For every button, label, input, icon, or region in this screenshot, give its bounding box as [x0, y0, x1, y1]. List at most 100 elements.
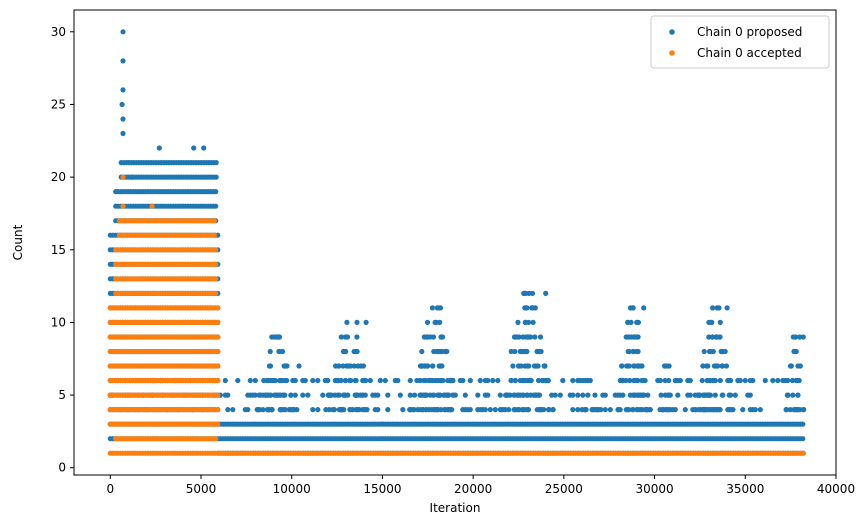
axes-frame: [73, 9, 837, 476]
series-0-point-2135: [508, 348, 514, 355]
series-0-point-1059: [737, 377, 743, 384]
series-0-point-1015: [377, 377, 383, 384]
series-0-point-2311: [710, 377, 716, 384]
series-0-point-1981: [438, 407, 444, 413]
series-0-point-2247: [626, 334, 632, 340]
series-0-point-1039: [570, 377, 576, 384]
series-0-point-940: [497, 392, 503, 398]
series-0-point-2377: [120, 29, 126, 35]
series-0-point-2128: [535, 363, 541, 369]
series-0-point-2040: [419, 348, 425, 355]
series-0-point-2125: [542, 363, 548, 369]
series-0-point-1953: [336, 363, 342, 369]
series-0-point-1065: [775, 377, 781, 384]
series-0-point-866: [682, 407, 688, 413]
series-0-point-1060: [742, 377, 748, 384]
series-0-point-2204: [620, 392, 626, 398]
series-0-point-2391: [354, 319, 360, 325]
series-0-point-2306: [728, 377, 734, 384]
series-0-point-2255: [627, 305, 634, 311]
series-0-point-2237: [626, 348, 632, 355]
series-0-point-2126: [518, 363, 524, 369]
series-0-point-2178: [596, 407, 602, 413]
y-tick-label-2: 10: [51, 315, 66, 329]
series-0-point-1858: [294, 407, 300, 413]
series-0-point-2156: [515, 319, 521, 325]
series-0-point-1952: [355, 363, 361, 369]
series-1-point-582: [215, 348, 221, 355]
series-0-point-2160: [530, 319, 536, 325]
series-0-point-2000: [412, 392, 418, 398]
series-0-point-1883: [265, 377, 272, 384]
series-0-point-973: [732, 392, 738, 398]
series-0-point-1889: [281, 363, 287, 369]
series-0-point-1860: [290, 407, 296, 413]
series-0-point-878: [752, 407, 758, 413]
series-1-point-406: [215, 407, 221, 413]
series-0-point-955: [602, 392, 608, 398]
series-0-point-2302: [696, 392, 702, 398]
series-0-point-960: [645, 392, 651, 398]
y-axis-label: Count: [11, 224, 25, 260]
series-0-point-2045: [437, 348, 443, 355]
series-0-point-2380: [119, 101, 125, 108]
series-0-point-2070: [515, 407, 521, 413]
series-0-point-2151: [537, 334, 544, 340]
series-0-point-1886: [266, 363, 272, 369]
series-0-point-2252: [635, 319, 642, 325]
series-0-point-2141: [524, 348, 530, 355]
legend-marker-0: [669, 29, 675, 35]
series-0-point-2190: [634, 407, 640, 413]
series-0-point-842: [482, 407, 488, 413]
series-0-point-825: [385, 407, 391, 413]
series-0-point-1056: [687, 377, 693, 384]
x-tick-label-0: 0: [106, 482, 114, 496]
legend-label-0: Chain 0 proposed: [697, 25, 802, 39]
series-0-point-2359: [795, 392, 801, 398]
series-0-point-2394: [269, 334, 275, 340]
series-0-point-2246: [633, 334, 640, 340]
series-0-point-1999: [437, 392, 443, 398]
series-0-point-1950: [348, 363, 354, 369]
series-0-point-2286: [711, 407, 717, 413]
series-0-point-2382: [120, 130, 126, 137]
x-tick-label-4: 20000: [454, 482, 492, 496]
series-0-point-2071: [498, 407, 504, 413]
series-1-point-538: [215, 363, 221, 369]
series-0-point-1014: [367, 377, 373, 384]
series-0-point-1872: [264, 392, 271, 398]
series-0-point-2342: [708, 319, 714, 325]
series-0-point-2172: [526, 290, 532, 296]
series-0-point-2238: [630, 348, 636, 355]
series-0-point-930: [407, 392, 413, 398]
series-0-point-2208: [615, 392, 621, 398]
x-tick-label-2: 10000: [273, 482, 311, 496]
series-1-point-318: [213, 436, 219, 442]
series-0-point-2068: [520, 407, 527, 413]
series-0-point-2390: [724, 305, 730, 311]
series-0-point-2098: [507, 392, 513, 398]
series-0-point-1942: [353, 377, 359, 384]
series-0-point-2127: [524, 363, 531, 369]
y-axis: 0 5 10 15 20 25 30: [51, 25, 74, 475]
series-0-point-2287: [730, 407, 736, 413]
series-0-point-1045: [587, 377, 593, 384]
series-0-point-1963: [338, 334, 344, 340]
series-0-point-1862: [264, 407, 270, 413]
series-0-point-1005: [302, 377, 308, 384]
series-0-point-2017: [427, 377, 434, 384]
series-0-point-964: [675, 392, 681, 398]
series-0-point-2264: [666, 377, 672, 384]
series-0-point-2109: [544, 377, 550, 384]
series-0-point-2366: [789, 377, 796, 384]
series-0-point-1026: [460, 377, 466, 384]
series-0-point-975: [747, 392, 753, 398]
series-0-point-2112: [528, 377, 534, 384]
series-0-point-2054: [430, 334, 437, 340]
series-0-point-937: [475, 392, 481, 398]
series-0-point-2074: [511, 407, 517, 413]
series-0-point-2058: [433, 319, 439, 325]
series-0-point-2138: [512, 348, 518, 355]
series-0-point-2154: [526, 334, 532, 340]
series-1-point-277: [800, 450, 806, 456]
